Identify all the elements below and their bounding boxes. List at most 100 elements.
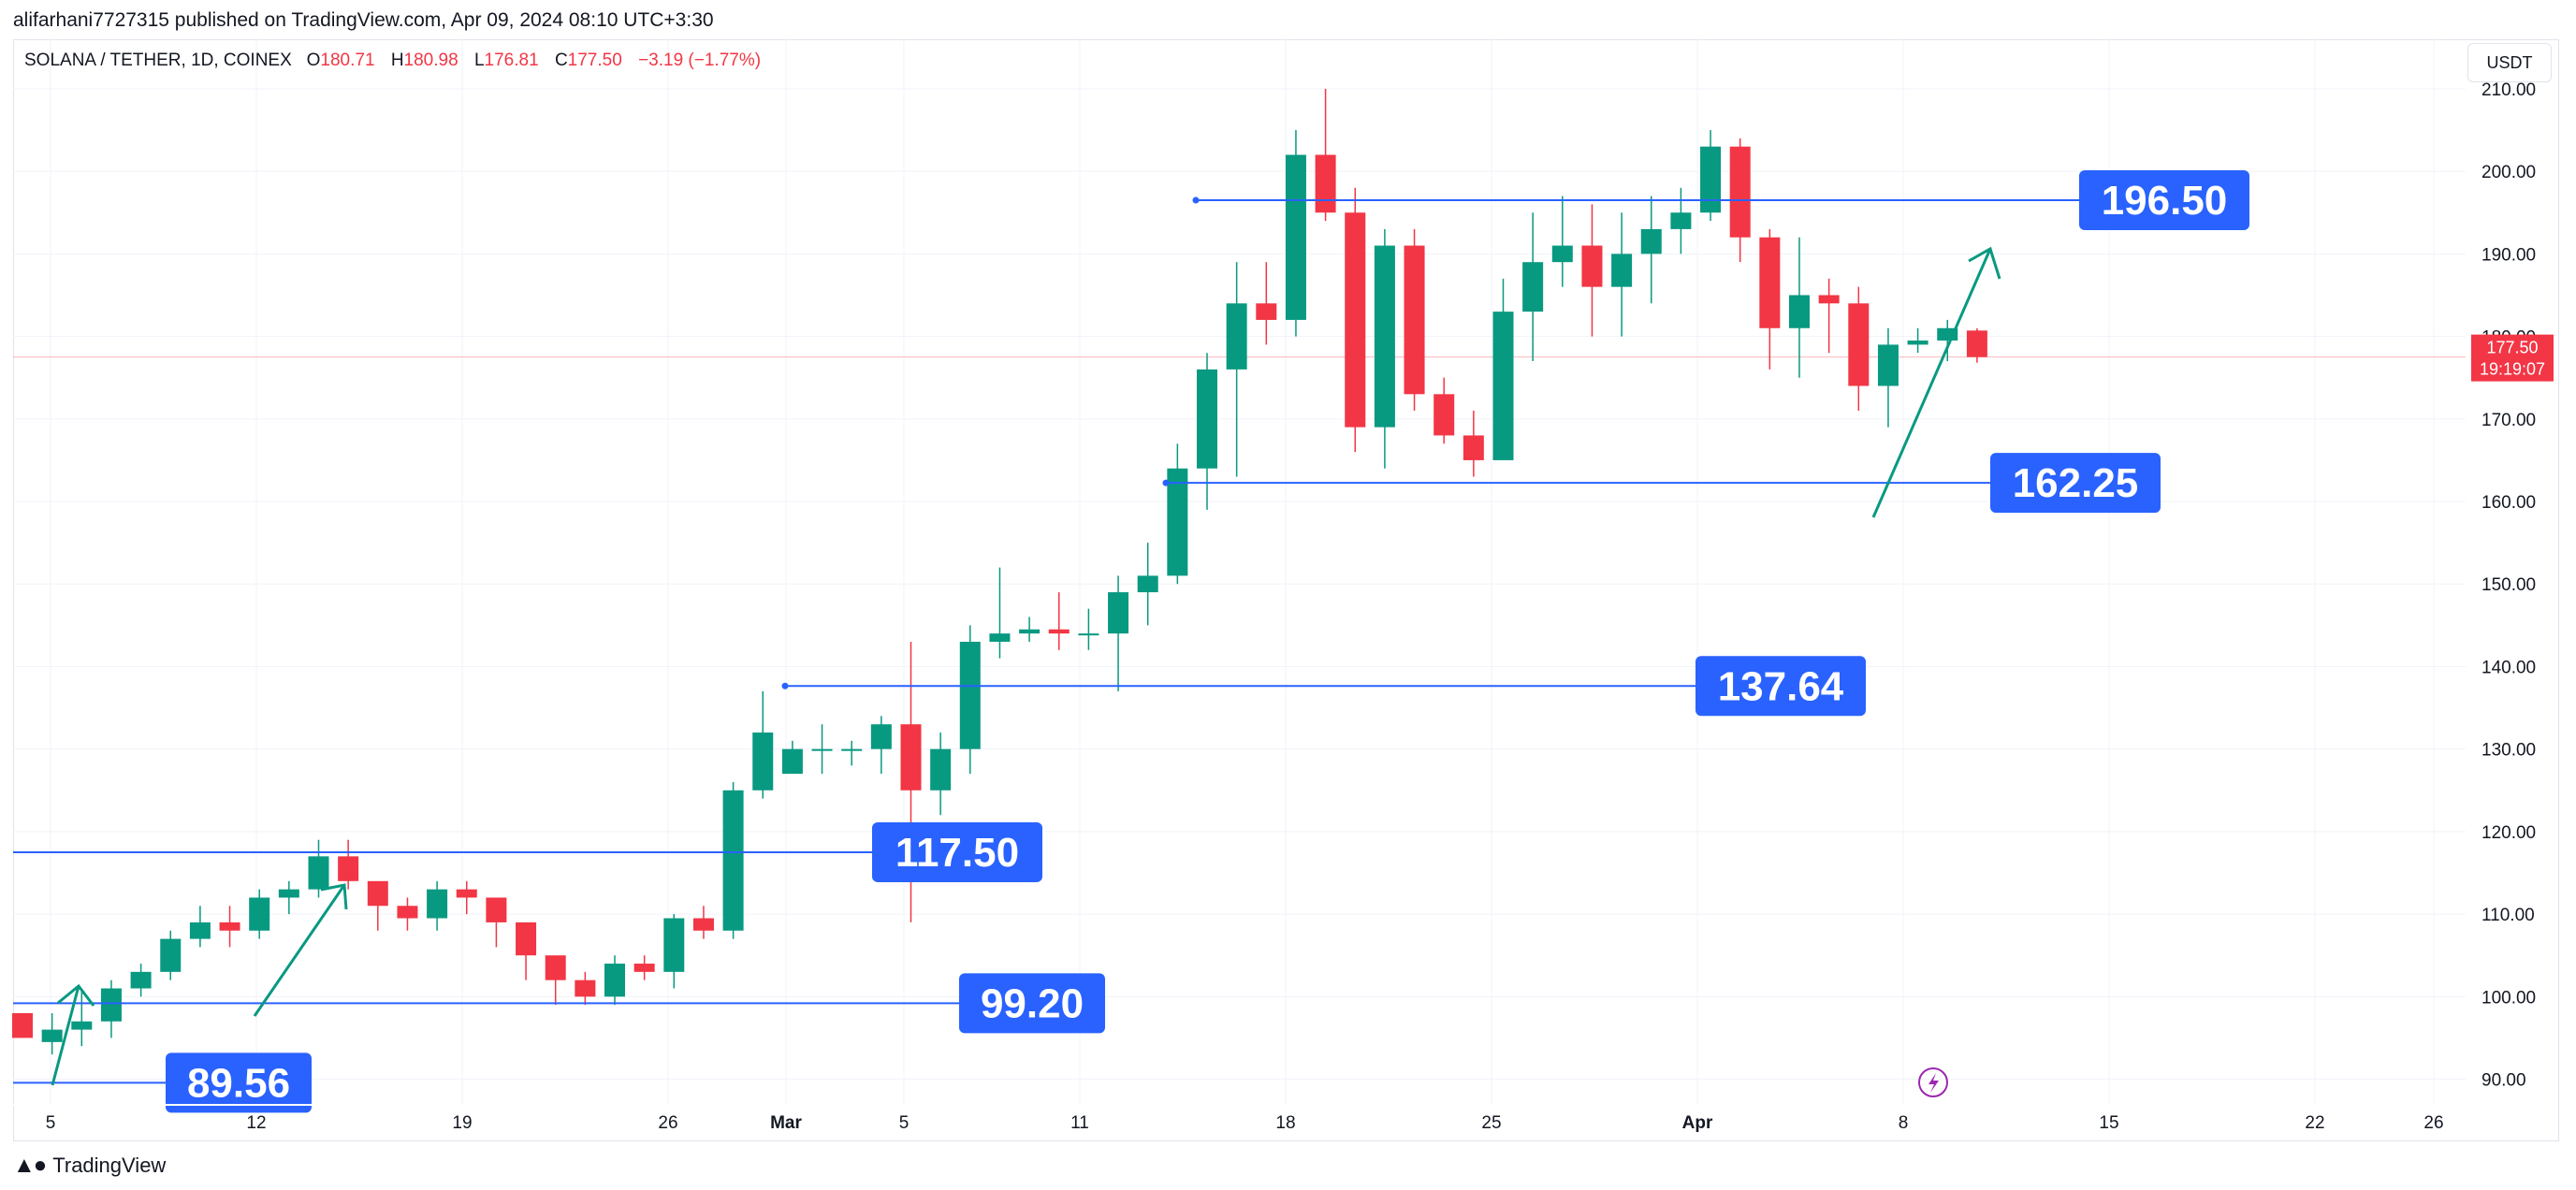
candle (338, 839, 359, 890)
candle (870, 716, 892, 775)
candle-body (604, 964, 625, 997)
candle (308, 839, 329, 898)
y-tick-label: 210.00 (2481, 80, 2536, 100)
candle-body (1078, 633, 1099, 636)
currency-button[interactable]: USDT (2467, 43, 2552, 82)
candle (1048, 592, 1070, 650)
candle-body (1966, 330, 1987, 357)
candle (456, 880, 477, 915)
arrow-head (1968, 246, 2001, 280)
candle-body (249, 897, 270, 931)
candle (1137, 543, 1158, 626)
y-tick-label: 100.00 (2481, 988, 2536, 1008)
level-137-64: 137.64 (781, 656, 1866, 717)
candle (959, 625, 981, 775)
level-117-50: 117.50 (13, 821, 1042, 882)
candle-body (1374, 245, 1395, 428)
price-countdown-label: 19:19:07 (2480, 360, 2545, 379)
footer-logo-text: TradingView (52, 1154, 167, 1177)
arrow-head (320, 883, 348, 910)
candle (692, 906, 714, 939)
candle-body (633, 964, 655, 972)
candle (781, 740, 803, 775)
candle (1818, 278, 1840, 354)
level-89-56: 89.56 (13, 1052, 312, 1113)
candle-body (397, 906, 418, 919)
y-tick-label: 200.00 (2481, 163, 2536, 182)
candle (189, 906, 211, 948)
candle (1463, 410, 1484, 477)
candle-body (1789, 295, 1810, 328)
candle (12, 1012, 33, 1038)
candle-body (1581, 245, 1603, 287)
candle (1848, 286, 1870, 411)
x-tick-label: 18 (1275, 1113, 1295, 1133)
x-tick-label: 22 (2305, 1113, 2324, 1133)
y-tick-label: 120.00 (2481, 823, 2536, 843)
candle-body (811, 748, 833, 751)
header: alifarhani7727315 published on TradingVi… (0, 0, 2576, 39)
candle-body (989, 633, 1011, 642)
candle-body (545, 955, 566, 980)
candle-body (692, 918, 714, 931)
candle (1877, 327, 1899, 428)
candle (1256, 262, 1277, 345)
candle (1019, 617, 1041, 642)
x-tick-label: 26 (658, 1113, 677, 1133)
candle (71, 988, 93, 1047)
candle (486, 897, 507, 948)
candle-body (1877, 344, 1899, 386)
candle (1907, 327, 1928, 354)
x-tick-label: 25 (1481, 1113, 1501, 1133)
candle-body (870, 724, 892, 749)
level-label-box (959, 973, 1105, 1034)
x-tick-label: 15 (2099, 1113, 2118, 1133)
candle (663, 914, 685, 989)
symbol-legend[interactable]: SOLANA / TETHER, 1D, COINEX O180.71 H180… (24, 51, 761, 71)
trend-arrow (253, 883, 348, 1017)
footer-logo[interactable]: ▲● TradingView (13, 1153, 166, 1179)
level-label-text: 137.64 (1718, 663, 1844, 709)
candle (130, 964, 152, 997)
candle-body (486, 897, 507, 922)
change-value: −3.19 (−1.77%) (638, 51, 762, 70)
candle-body (278, 889, 299, 898)
close-value: 177.50 (567, 51, 622, 70)
candle (1108, 575, 1129, 691)
x-tick-label: 19 (452, 1113, 472, 1133)
candle (1789, 237, 1810, 378)
low-label: L (473, 51, 485, 70)
candle-body (900, 724, 922, 791)
open-value: 180.71 (320, 51, 375, 70)
candle (160, 930, 182, 980)
candle (397, 897, 418, 931)
candle-body (1670, 212, 1692, 229)
candle-body (219, 922, 240, 931)
candle-body (1048, 629, 1070, 634)
level-anchor-dot (1162, 479, 1170, 486)
candles (12, 88, 1987, 1055)
close-label: C (554, 51, 568, 70)
candle-body (575, 980, 596, 997)
y-tick-label: 190.00 (2481, 245, 2536, 265)
level-anchor-dot (781, 682, 789, 689)
horizontal-levels: 196.50 162.25 137.64 117.50 99.20 89.56 (13, 170, 2249, 1113)
candle (722, 781, 744, 939)
candle (1966, 327, 1987, 363)
candle (1345, 187, 1366, 453)
candle-body (1315, 154, 1336, 213)
candle (1551, 196, 1573, 287)
candle (278, 880, 299, 915)
candle-body (1818, 295, 1840, 304)
candle (516, 922, 537, 980)
y-tick-label: 140.00 (2481, 658, 2536, 677)
candle-body (1404, 245, 1425, 395)
candle-body (1551, 245, 1573, 263)
current-price-label: 177.50 (2486, 339, 2538, 357)
candle-body (959, 641, 981, 749)
level-162-25: 162.25 (1162, 453, 2161, 514)
level-label-box (1696, 656, 1866, 717)
candle (930, 733, 952, 816)
candle-body (930, 748, 952, 791)
